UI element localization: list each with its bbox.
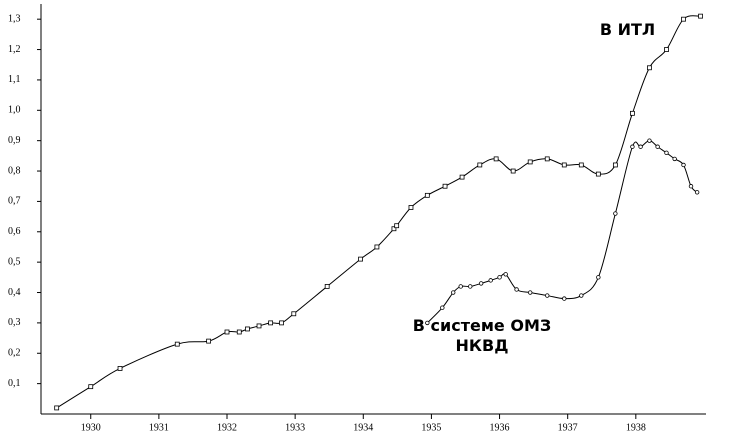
data-point	[545, 293, 550, 298]
data-point	[54, 405, 60, 411]
y-tick-label: 1,2	[8, 44, 21, 55]
data-point	[579, 293, 584, 298]
y-tick-label: 0,9	[8, 135, 21, 146]
data-point	[561, 162, 567, 168]
data-point	[612, 162, 618, 168]
data-point	[478, 281, 484, 286]
x-tick-label: 1930	[81, 422, 101, 433]
y-tick-label: 0,1	[8, 378, 21, 389]
data-point	[174, 341, 180, 347]
data-point	[458, 284, 463, 289]
data-point	[528, 290, 533, 295]
data-point	[664, 150, 669, 156]
data-point	[664, 47, 669, 52]
data-point	[503, 272, 508, 277]
y-tick-label: 0,5	[8, 256, 21, 267]
data-point	[279, 320, 284, 326]
data-point	[698, 13, 703, 19]
data-point	[562, 296, 567, 301]
data-point	[630, 110, 635, 116]
x-tick-label: 1937	[558, 422, 578, 433]
data-point	[596, 275, 601, 280]
data-point	[424, 192, 430, 198]
data-point	[477, 162, 483, 168]
data-point	[459, 174, 465, 180]
data-point	[451, 290, 456, 295]
data-point	[681, 162, 686, 168]
data-point	[688, 184, 694, 189]
y-tick-label: 1,1	[8, 74, 21, 85]
data-point	[88, 384, 94, 390]
x-tick-label: 1931	[149, 422, 169, 433]
y-tick-label: 1,3	[8, 13, 21, 24]
data-point	[544, 156, 550, 162]
series-label: В ИТЛ	[599, 20, 656, 39]
data-point	[595, 171, 601, 177]
data-point	[514, 287, 519, 292]
data-point	[236, 329, 242, 335]
data-point	[630, 144, 635, 149]
data-point	[256, 323, 262, 329]
data-point	[394, 223, 400, 229]
data-point	[578, 162, 584, 168]
y-tick-label: 0,2	[8, 348, 21, 359]
x-tick-label: 1938	[626, 422, 646, 433]
data-point	[497, 275, 502, 280]
data-point	[672, 156, 677, 162]
data-point	[374, 244, 380, 250]
y-tick-label: 0,7	[8, 196, 21, 207]
data-point	[117, 366, 123, 371]
data-point	[647, 65, 652, 71]
x-tick-label: 1934	[353, 422, 373, 433]
data-point	[268, 320, 274, 326]
data-point	[510, 168, 516, 174]
y-tick-label: 0,6	[8, 226, 21, 237]
y-tick-label: 0,3	[8, 317, 21, 328]
series-label: В системе ОМЗ НКВД	[412, 316, 552, 355]
series-line	[426, 140, 698, 324]
data-point	[291, 311, 297, 317]
y-tick-label: 0,4	[8, 287, 21, 298]
data-point	[425, 320, 430, 326]
y-tick-label: 1,0	[8, 105, 21, 116]
data-point	[647, 138, 652, 143]
data-point	[694, 190, 700, 195]
data-point	[681, 16, 686, 22]
data-point	[324, 284, 330, 289]
data-point	[391, 226, 397, 232]
data-point	[613, 211, 618, 216]
data-point	[442, 183, 448, 189]
series-line	[56, 15, 701, 409]
data-point	[408, 205, 414, 210]
x-tick-label: 1936	[490, 422, 510, 433]
x-tick-label: 1932	[217, 422, 237, 433]
y-tick-label: 0,8	[8, 165, 21, 176]
data-point	[488, 278, 493, 283]
data-point	[468, 284, 473, 289]
data-point	[655, 144, 660, 149]
x-tick-label: 1935	[421, 422, 441, 433]
data-point	[527, 159, 533, 165]
data-point	[493, 156, 499, 162]
data-point	[245, 326, 250, 332]
x-tick-label: 1933	[285, 422, 305, 433]
data-point	[206, 338, 212, 344]
data-point	[638, 144, 643, 149]
data-point	[224, 329, 230, 335]
data-point	[440, 305, 445, 310]
data-point	[358, 256, 363, 262]
